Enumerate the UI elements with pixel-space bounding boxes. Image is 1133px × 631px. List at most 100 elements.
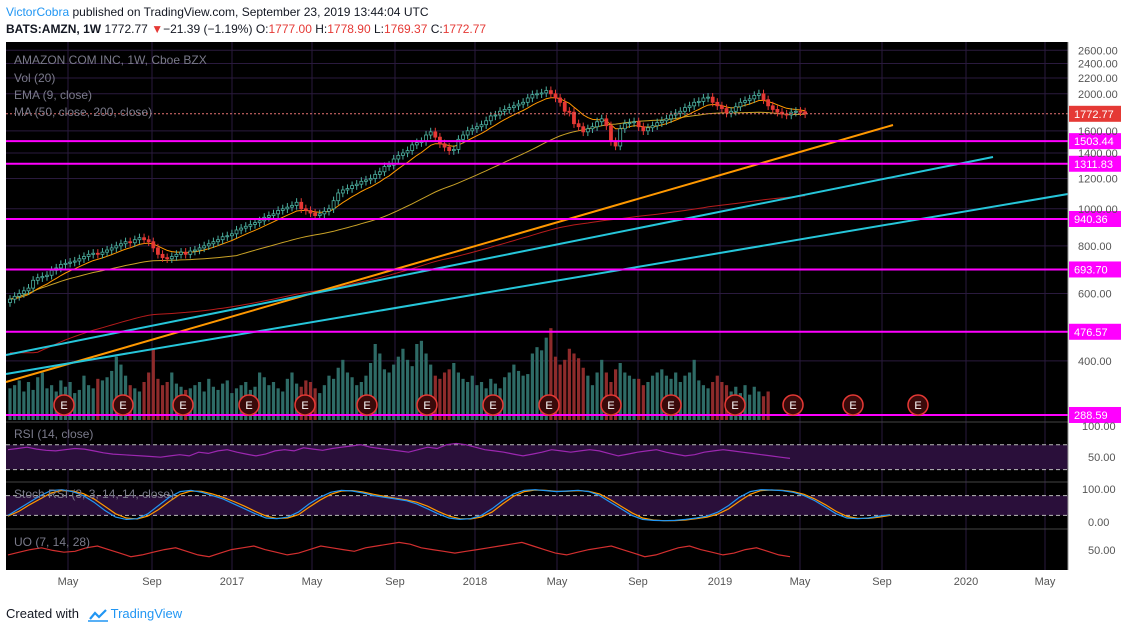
candle-body bbox=[308, 210, 313, 214]
candle-body bbox=[572, 111, 576, 125]
uo-tick-label: 50.00 bbox=[1088, 545, 1116, 557]
level-label: 1311.83 bbox=[1074, 159, 1113, 171]
high-value: 1778.90 bbox=[327, 22, 371, 36]
candle-body bbox=[290, 205, 294, 208]
earnings-marker-icon bbox=[660, 394, 682, 416]
candle-body bbox=[609, 125, 613, 142]
volume-bar bbox=[415, 344, 419, 420]
candle-body bbox=[636, 121, 641, 128]
time-axis-background bbox=[6, 570, 1068, 598]
candle-body bbox=[641, 126, 646, 132]
candle-body bbox=[128, 241, 133, 244]
volume-bar bbox=[368, 363, 373, 420]
candle-body bbox=[132, 239, 137, 244]
stoch-k-line bbox=[7, 489, 891, 522]
volume-bar bbox=[549, 328, 553, 420]
price-tick-label: 600.00 bbox=[1078, 289, 1112, 301]
candle-body bbox=[105, 249, 109, 253]
candle-body bbox=[276, 210, 281, 215]
upper-cyan-trendline bbox=[5, 156, 994, 356]
candle-body bbox=[119, 243, 123, 247]
earnings-marker-icon bbox=[782, 394, 804, 416]
earnings-marker-icon bbox=[238, 394, 260, 416]
candle-body bbox=[239, 227, 244, 231]
volume-bar bbox=[701, 385, 706, 420]
candle-body bbox=[710, 96, 715, 103]
earnings-marker-label: E bbox=[179, 400, 186, 412]
volume-bar bbox=[151, 348, 155, 420]
volume-bar bbox=[419, 340, 424, 420]
candle-body bbox=[86, 253, 91, 257]
candle-body bbox=[733, 106, 738, 112]
time-tick-label: May bbox=[302, 576, 323, 588]
candle-body bbox=[35, 277, 40, 281]
volume-bar bbox=[86, 385, 91, 420]
tradingview-brand-link[interactable]: TradingView bbox=[110, 606, 183, 621]
candle-body bbox=[798, 110, 803, 113]
volume-bar bbox=[396, 356, 400, 420]
volume-bar bbox=[512, 364, 516, 420]
author-link[interactable]: VictorCobra bbox=[6, 5, 70, 19]
candle-body bbox=[156, 247, 160, 255]
candle-body bbox=[234, 229, 239, 235]
indicator-legend: MA (50, close, 200, close) bbox=[14, 105, 152, 119]
rsi-band bbox=[6, 444, 1068, 470]
candle-body bbox=[553, 93, 558, 99]
candle-body bbox=[225, 235, 230, 238]
volume-bar bbox=[526, 374, 530, 420]
earnings-marker-label: E bbox=[363, 400, 370, 412]
candle-body bbox=[391, 158, 396, 166]
candle-body bbox=[507, 107, 512, 110]
volume-bar bbox=[82, 375, 86, 420]
candle-body bbox=[766, 99, 771, 107]
candle-body bbox=[58, 264, 63, 269]
candle-body bbox=[752, 95, 757, 100]
volume-bar bbox=[766, 391, 770, 420]
volume-bar bbox=[202, 391, 206, 420]
earnings-marker-icon bbox=[538, 394, 560, 416]
volume-bar bbox=[424, 353, 428, 420]
level-label-bg bbox=[1069, 133, 1121, 150]
volume-bar bbox=[258, 372, 262, 420]
volume-bar bbox=[345, 372, 350, 420]
candle-body bbox=[743, 100, 747, 103]
volume-bar bbox=[17, 380, 21, 420]
candle-body bbox=[202, 245, 207, 249]
rsi-line bbox=[7, 442, 791, 459]
candle-body bbox=[516, 103, 521, 107]
price-tick-label: 1000.00 bbox=[1078, 204, 1118, 216]
price-chart[interactable]: 1503.44 1311.83 940.36 693.70 476.57 288.59 17… bbox=[0, 42, 1133, 600]
candle-body bbox=[414, 142, 419, 146]
candle-body bbox=[109, 247, 114, 251]
candle-body bbox=[442, 143, 447, 148]
earnings-marker-label: E bbox=[423, 400, 430, 412]
level-label-bg bbox=[1069, 406, 1121, 423]
volume-bar bbox=[641, 385, 645, 420]
volume-bar bbox=[405, 359, 410, 420]
candle-body bbox=[451, 149, 456, 152]
level-label: 476.57 bbox=[1074, 327, 1108, 339]
candle-body bbox=[220, 236, 225, 241]
volume-bar bbox=[577, 358, 581, 420]
candle-body bbox=[266, 215, 271, 218]
earnings-marker-label: E bbox=[731, 400, 738, 412]
candle-body bbox=[123, 241, 128, 245]
candle-body bbox=[687, 105, 692, 109]
candle-body bbox=[410, 144, 415, 152]
candle-body bbox=[336, 192, 341, 202]
candle-body bbox=[793, 110, 798, 113]
volume-bar bbox=[442, 372, 447, 420]
candle-body bbox=[160, 253, 165, 259]
candle-body bbox=[659, 120, 664, 124]
volume-bar bbox=[331, 378, 336, 420]
volume-bar bbox=[73, 393, 77, 420]
candle-body bbox=[257, 220, 262, 224]
earnings-marker-icon bbox=[294, 394, 316, 416]
candle-body bbox=[521, 101, 526, 105]
candle-body bbox=[428, 131, 433, 136]
candle-body bbox=[91, 252, 96, 255]
candle-body bbox=[364, 179, 368, 182]
candle-body bbox=[706, 96, 710, 99]
volume-bar bbox=[683, 375, 687, 420]
volume-bar bbox=[262, 377, 266, 420]
